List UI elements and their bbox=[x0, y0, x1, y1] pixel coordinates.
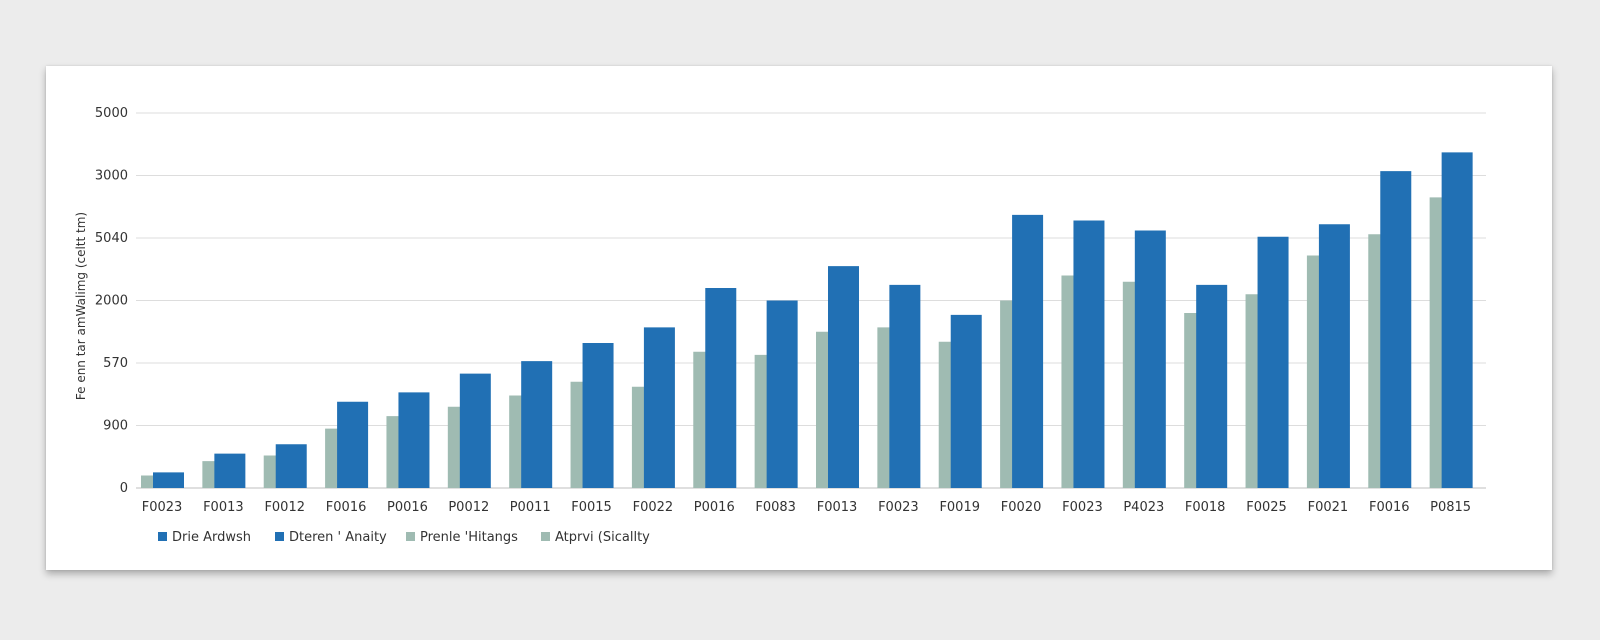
legend-label: Dteren ' Anaity bbox=[289, 530, 387, 545]
bar-series-1 bbox=[1245, 294, 1259, 488]
bar-series-1 bbox=[141, 475, 154, 488]
bar-series-2 bbox=[1380, 171, 1412, 488]
bar-series-2 bbox=[1012, 214, 1044, 488]
x-axis-ticks: F0023 F0013 F0012 F0016 P0016 P0012 P0011 F0015… bbox=[142, 500, 1471, 515]
bar-series-2 bbox=[1441, 152, 1473, 488]
bar-series-2 bbox=[766, 300, 798, 488]
x-tick-label: F0025 bbox=[1246, 500, 1287, 515]
bar-series-1 bbox=[1306, 255, 1320, 488]
x-tick-label: F0012 bbox=[264, 500, 305, 515]
y-tick-label: 570 bbox=[103, 356, 128, 371]
bar-series-1 bbox=[386, 416, 400, 488]
bar-series-1 bbox=[202, 461, 216, 488]
bar-series-2 bbox=[275, 444, 307, 488]
x-tick-label: P4023 bbox=[1123, 500, 1164, 515]
bar-series-2 bbox=[1134, 230, 1166, 488]
x-tick-label: F0013 bbox=[817, 500, 858, 515]
bar-series-1 bbox=[325, 428, 339, 488]
bar-series-2 bbox=[214, 453, 246, 488]
bar-series-2 bbox=[153, 472, 184, 488]
x-tick-label: F0016 bbox=[326, 500, 367, 515]
bar-series-2 bbox=[1196, 284, 1228, 488]
bar-series-2 bbox=[643, 327, 675, 488]
bar-series-2 bbox=[705, 288, 737, 488]
bar-series-2 bbox=[1257, 236, 1289, 488]
bar-series-2 bbox=[950, 314, 982, 488]
y-tick-label: 2000 bbox=[95, 294, 128, 309]
x-tick-label: F0023 bbox=[1062, 500, 1103, 515]
bar-series-2 bbox=[459, 373, 491, 488]
legend-label: Drie Ardwsh bbox=[172, 530, 251, 545]
x-tick-label: P0011 bbox=[510, 500, 551, 515]
y-axis-ticks: 0 900 570 2000 5040 3000 5000 bbox=[95, 106, 128, 496]
bar-series-2 bbox=[337, 401, 369, 488]
x-tick-label: F0016 bbox=[1369, 500, 1410, 515]
bar-series-1 bbox=[570, 381, 584, 488]
x-tick-label: P0016 bbox=[387, 500, 428, 515]
bar-series-1 bbox=[631, 386, 645, 488]
bar-series-2 bbox=[828, 266, 859, 488]
legend-label: Prenle 'Hitangs bbox=[420, 530, 518, 545]
bar-series-1 bbox=[447, 406, 461, 488]
x-tick-label: F0019 bbox=[939, 500, 980, 515]
x-tick-label: F0023 bbox=[878, 500, 919, 515]
x-tick-label: F0015 bbox=[571, 500, 612, 515]
bar-series-1 bbox=[816, 331, 829, 488]
bar-series-1 bbox=[1184, 313, 1198, 488]
bar-series-1 bbox=[938, 341, 952, 488]
x-tick-label: P0016 bbox=[694, 500, 735, 515]
bar-series-1 bbox=[877, 327, 891, 488]
y-tick-label: 5040 bbox=[95, 231, 128, 246]
legend-swatch bbox=[541, 532, 550, 541]
x-tick-label: P0815 bbox=[1430, 500, 1471, 515]
x-tick-label: P0012 bbox=[448, 500, 489, 515]
legend-swatch bbox=[275, 532, 284, 541]
bar-series-1 bbox=[754, 354, 768, 488]
chart-card: 0 900 570 2000 5040 3000 5000 F0023 F0013 F0012 F… bbox=[46, 66, 1552, 570]
legend-swatch bbox=[406, 532, 415, 541]
x-tick-label: F0021 bbox=[1308, 500, 1349, 515]
bar-series-1 bbox=[1000, 300, 1014, 488]
x-tick-label: F0020 bbox=[1001, 500, 1042, 515]
x-tick-label: F0083 bbox=[755, 500, 796, 515]
bar-series-2 bbox=[1073, 220, 1105, 488]
bar-series-2 bbox=[398, 392, 430, 488]
x-tick-label: F0022 bbox=[633, 500, 674, 515]
bar-series-1 bbox=[1368, 234, 1382, 488]
bar-series-1 bbox=[263, 455, 277, 488]
x-tick-label: F0023 bbox=[142, 500, 183, 515]
bar-series-1 bbox=[1061, 275, 1075, 488]
y-axis-label: Fe enn tar amWalimg (celtt tm) bbox=[74, 212, 88, 400]
bar-series-2 bbox=[521, 361, 553, 488]
x-tick-label: F0013 bbox=[203, 500, 244, 515]
bar-series-1 bbox=[509, 395, 523, 488]
y-tick-label: 3000 bbox=[95, 169, 128, 184]
legend-swatch bbox=[158, 532, 167, 541]
x-tick-label: F0018 bbox=[1185, 500, 1226, 515]
bar-series-1 bbox=[1122, 281, 1136, 488]
bars bbox=[141, 152, 1473, 488]
legend: Drie Ardwsh Dteren ' Anaity Prenle 'Hitang… bbox=[158, 530, 650, 545]
bar-series-2 bbox=[889, 284, 921, 488]
bar-series-1 bbox=[1429, 197, 1443, 488]
y-tick-label: 900 bbox=[103, 419, 128, 434]
bar-series-2 bbox=[582, 343, 614, 488]
bar-series-2 bbox=[1318, 224, 1350, 488]
y-tick-label: 5000 bbox=[95, 106, 128, 121]
bar-series-1 bbox=[693, 351, 707, 488]
y-tick-label: 0 bbox=[120, 481, 128, 496]
legend-label: Atprvi (Sicallty bbox=[555, 530, 650, 545]
